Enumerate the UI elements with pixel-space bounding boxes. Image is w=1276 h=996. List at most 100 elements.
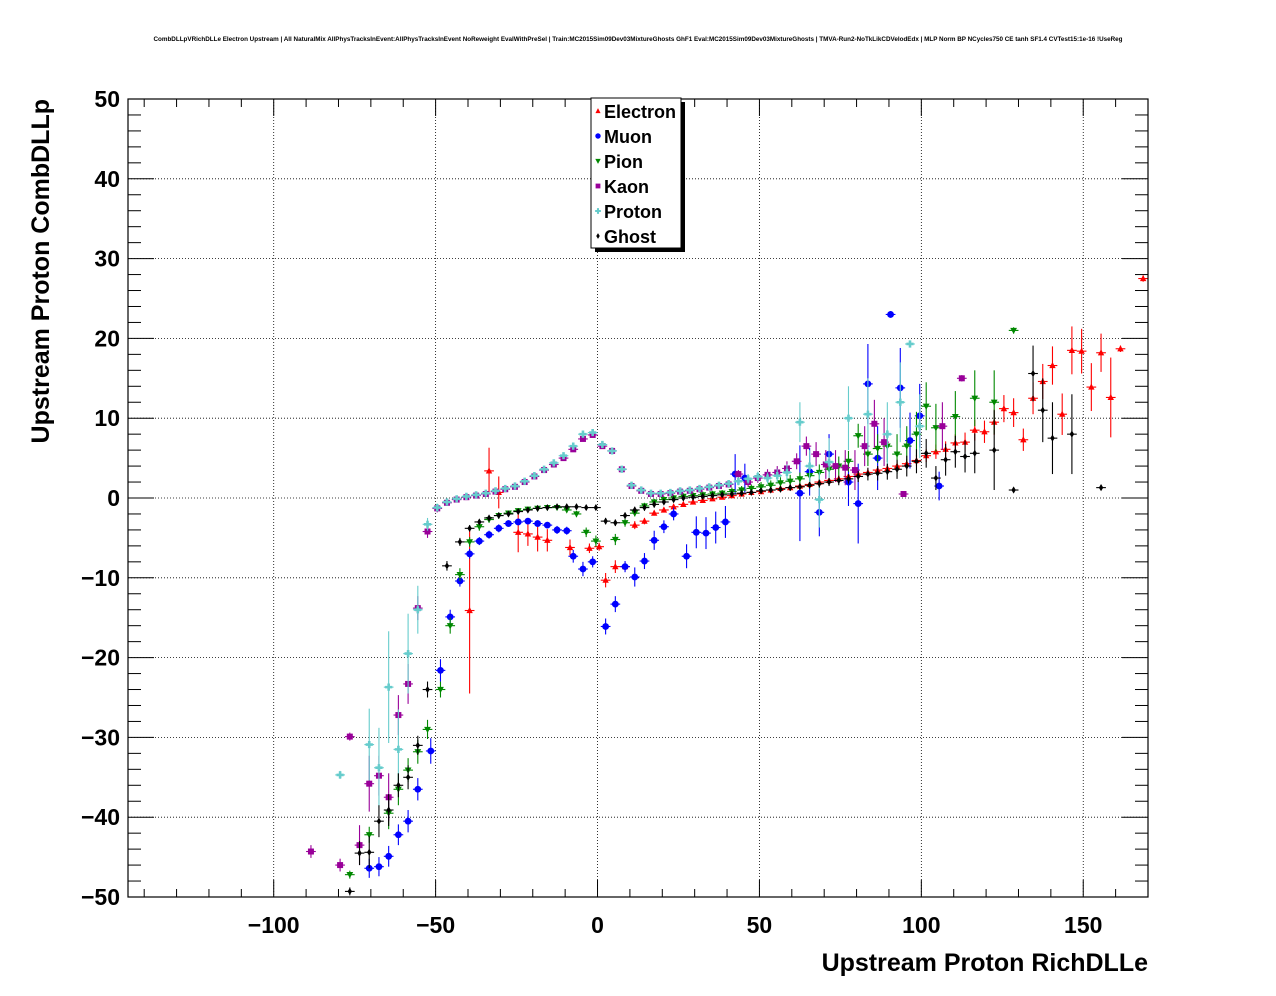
y-tick-label: −40 xyxy=(81,804,120,830)
data-point xyxy=(586,544,593,551)
data-point xyxy=(593,503,599,512)
data-point xyxy=(534,533,541,540)
data-point xyxy=(846,475,851,483)
data-point xyxy=(608,447,616,455)
x-tick-label: −50 xyxy=(416,912,455,938)
data-point xyxy=(749,488,754,497)
data-point xyxy=(394,745,402,753)
data-point xyxy=(735,471,742,478)
data-point xyxy=(939,423,946,430)
data-point xyxy=(444,562,450,570)
data-point xyxy=(1040,406,1045,414)
data-point xyxy=(437,666,444,674)
data-point xyxy=(1049,361,1056,369)
data-point xyxy=(1050,434,1055,442)
data-point xyxy=(573,511,580,518)
data-point xyxy=(845,458,852,465)
data-point xyxy=(514,528,522,535)
x-tick-label: 0 xyxy=(591,912,604,938)
data-point xyxy=(887,311,894,318)
data-point xyxy=(864,410,872,418)
data-point xyxy=(854,500,862,507)
y-tick-label: 20 xyxy=(94,325,120,351)
data-point xyxy=(475,537,483,545)
data-point xyxy=(815,495,823,504)
data-point xyxy=(666,488,674,497)
data-point xyxy=(367,848,372,856)
data-point xyxy=(621,520,629,527)
data-point xyxy=(958,375,965,382)
data-point xyxy=(647,489,655,497)
data-point xyxy=(485,467,493,474)
data-point xyxy=(933,474,939,482)
data-point xyxy=(641,557,648,565)
data-point xyxy=(579,435,586,442)
data-point xyxy=(783,468,791,477)
chart-title: CombDLLpVRichDLLe Electron Upstream | Al… xyxy=(153,36,1123,43)
data-point xyxy=(456,572,464,579)
data-point xyxy=(875,469,880,477)
data-point xyxy=(1068,346,1076,353)
data-point xyxy=(670,503,677,510)
data-point xyxy=(865,470,871,478)
legend-label-ghost: Ghost xyxy=(604,227,656,247)
data-point xyxy=(495,524,503,532)
data-point xyxy=(637,486,645,494)
data-point xyxy=(650,509,658,516)
data-point xyxy=(660,506,668,513)
data-point xyxy=(1078,347,1085,354)
data-point xyxy=(346,733,353,740)
data-point xyxy=(618,465,626,473)
data-point xyxy=(589,558,597,566)
y-tick-label: −30 xyxy=(81,724,120,750)
data-point xyxy=(661,498,667,506)
data-point xyxy=(501,484,509,493)
data-point xyxy=(650,536,658,544)
data-point xyxy=(611,600,619,608)
data-point xyxy=(632,506,637,514)
legend-marker-muon xyxy=(595,133,601,139)
data-point xyxy=(457,538,463,546)
data-point xyxy=(817,480,822,488)
legend-marker-electron xyxy=(595,108,601,114)
data-point xyxy=(990,399,998,406)
data-point xyxy=(462,492,470,501)
data-point xyxy=(336,771,344,779)
data-point xyxy=(525,506,531,514)
data-point xyxy=(453,495,461,503)
data-point xyxy=(864,451,872,458)
data-point xyxy=(914,457,919,465)
data-point xyxy=(832,463,839,470)
legend: Electron Muon Pion Kaon Proton Ghost xyxy=(590,97,685,252)
data-point xyxy=(365,740,373,749)
data-point xyxy=(433,503,441,512)
data-point xyxy=(825,458,833,466)
data-point xyxy=(545,503,550,512)
data-point xyxy=(550,459,558,467)
data-point xyxy=(365,832,373,839)
x-axis-title: Upstream Proton RichDLLe xyxy=(822,949,1149,977)
data-point xyxy=(427,747,435,755)
data-point xyxy=(579,565,587,573)
data-point xyxy=(535,504,540,512)
legend-label-proton: Proton xyxy=(604,202,662,222)
data-point xyxy=(631,510,639,517)
legend-label-muon: Muon xyxy=(604,127,652,147)
data-point xyxy=(725,480,733,488)
data-point xyxy=(861,443,868,450)
data-point xyxy=(366,780,373,787)
data-point xyxy=(744,475,752,483)
data-point xyxy=(953,448,958,456)
data-point xyxy=(375,764,383,772)
data-point xyxy=(405,773,411,781)
data-point xyxy=(443,498,451,506)
data-point xyxy=(1107,393,1114,401)
data-point xyxy=(515,507,521,516)
data-point xyxy=(651,500,657,508)
data-point xyxy=(896,398,904,406)
data-point xyxy=(826,478,832,486)
data-point xyxy=(563,527,571,535)
data-point xyxy=(1097,349,1105,356)
data-point xyxy=(962,452,968,461)
